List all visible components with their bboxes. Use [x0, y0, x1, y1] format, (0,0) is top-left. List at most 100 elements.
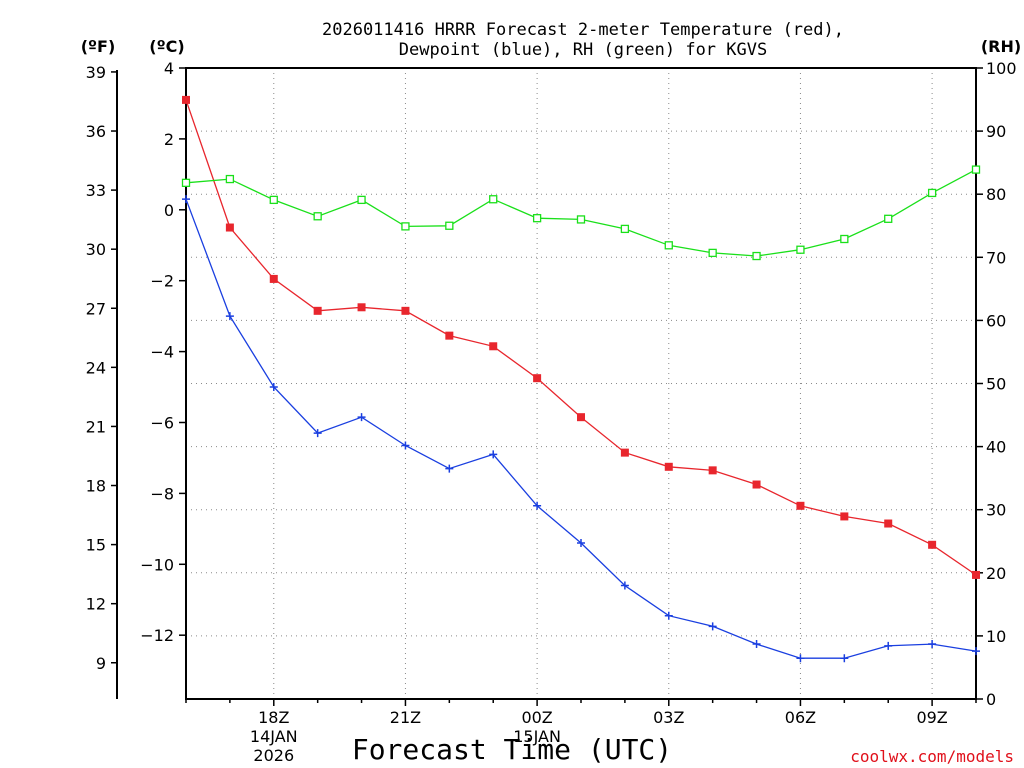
- rh-point: [927, 188, 937, 198]
- fahrenheit-tick-label: 15: [86, 536, 106, 555]
- x-tick-label: 00Z: [521, 708, 552, 727]
- 2-meter-temperature-point: [752, 480, 761, 489]
- dewpoint-point: [225, 312, 234, 321]
- dewpoint-point: [401, 441, 410, 450]
- dewpoint-point: [928, 640, 937, 649]
- 2-meter-temperature-point: [664, 462, 673, 471]
- fahrenheit-tick-label: 21: [86, 417, 106, 436]
- celsius-unit-label: (ºC): [149, 37, 184, 56]
- rh-tick-label: 10: [986, 627, 1006, 646]
- 2-meter-temperature-point: [928, 540, 937, 549]
- rh-tick-label: 40: [986, 438, 1006, 457]
- rh-point: [269, 195, 278, 205]
- 2-meter-temperature-point: [182, 95, 190, 104]
- fahrenheit-tick-label: 33: [86, 181, 106, 200]
- grid-layer: [186, 68, 976, 699]
- rh-tick-label: 20: [986, 564, 1006, 583]
- 2-meter-temperature-point: [708, 466, 717, 475]
- rh-point: [225, 174, 235, 184]
- dewpoint-point: [533, 501, 542, 510]
- fahrenheit-tick-label: 27: [86, 299, 106, 318]
- fahrenheit-tick-label: 36: [86, 122, 106, 141]
- 2-meter-temperature-line: [185, 99, 977, 576]
- celsius-tick-label: −6: [150, 413, 174, 432]
- rh-point: [576, 215, 586, 224]
- x-tick-label: 06Z: [785, 708, 816, 727]
- dewpoint-point: [445, 464, 454, 473]
- rh-tick-label: 80: [986, 185, 1006, 204]
- x-tick-date: 14JAN: [250, 727, 298, 746]
- dewpoint-point: [269, 383, 278, 392]
- rh-point: [532, 214, 542, 223]
- rh-point: [708, 248, 717, 258]
- rh-point: [401, 222, 410, 231]
- dewpoint-point: [620, 581, 629, 590]
- 2-meter-temperature-point: [445, 331, 454, 340]
- rh-point: [884, 214, 893, 223]
- x-tick-label: 03Z: [653, 708, 684, 727]
- 2-meter-temperature-point: [489, 342, 498, 351]
- fahrenheit-tick-label: 12: [86, 595, 106, 614]
- dewpoint-point: [972, 647, 980, 656]
- rh-tick-label: 100: [986, 59, 1017, 78]
- celsius-tick-label: −8: [150, 484, 174, 503]
- 2-meter-temperature-point: [840, 512, 849, 521]
- rh-point: [620, 224, 630, 234]
- rh-point: [181, 178, 191, 187]
- dewpoint-point: [708, 622, 717, 631]
- rh-tick-label: 50: [986, 375, 1006, 394]
- 2-meter-temperature-point: [357, 303, 366, 312]
- x-tick-year: 2026: [253, 746, 294, 765]
- x-tick-label: 09Z: [916, 708, 947, 727]
- dewpoint-point: [182, 195, 190, 204]
- rh-tick-label: 70: [986, 248, 1006, 267]
- dewpoint-point: [664, 611, 673, 620]
- dewpoint-line: [185, 198, 977, 659]
- series-layer: [181, 95, 981, 663]
- fahrenheit-unit-label: (ºF): [81, 37, 116, 56]
- rh-point: [445, 221, 454, 230]
- celsius-tick-label: −10: [140, 555, 174, 574]
- rh-line: [185, 169, 977, 257]
- celsius-tick-label: −12: [140, 626, 174, 645]
- 2-meter-temperature-point: [577, 413, 585, 422]
- rh-tick-label: 60: [986, 311, 1006, 330]
- fahrenheit-tick-label: 9: [96, 654, 106, 673]
- rh-tick-label: 90: [986, 122, 1006, 141]
- rh-tick-label: 0: [986, 690, 996, 709]
- celsius-tick-label: −4: [150, 343, 174, 362]
- x-axis-label: Forecast Time (UTC): [352, 733, 672, 766]
- fahrenheit-tick-label: 24: [86, 358, 106, 377]
- rh-tick-label: 30: [986, 501, 1006, 520]
- dewpoint-point: [313, 429, 322, 438]
- tick-layer: 420−2−4−6−8−10−1239363330272421181512910…: [86, 59, 1017, 765]
- dewpoint-point: [357, 413, 366, 422]
- rh-point: [357, 195, 366, 205]
- 2-meter-temperature-point: [533, 374, 542, 383]
- rh-unit-label: (RH): [981, 37, 1021, 56]
- x-tick-date: 15JAN: [513, 727, 561, 746]
- dewpoint-point: [577, 539, 585, 548]
- 2-meter-temperature-point: [884, 519, 893, 528]
- credit-text[interactable]: coolwx.com/models: [850, 747, 1014, 766]
- x-tick-label: 18Z: [258, 708, 289, 727]
- fahrenheit-tick-label: 18: [86, 477, 106, 496]
- dewpoint-point: [796, 654, 805, 663]
- dewpoint-point: [489, 450, 498, 459]
- rh-point: [313, 212, 322, 221]
- dewpoint-point: [884, 641, 893, 650]
- rh-point: [752, 251, 761, 261]
- rh-point: [664, 241, 673, 250]
- chart-title-line1: 2026011416 HRRR Forecast 2-meter Tempera…: [322, 20, 844, 40]
- chart-title-line2: Dewpoint (blue), RH (green) for KGVS: [399, 40, 767, 60]
- celsius-tick-label: 2: [164, 130, 174, 149]
- 2-meter-temperature-point: [313, 306, 322, 315]
- rh-point: [840, 234, 849, 244]
- fahrenheit-tick-label: 30: [86, 240, 106, 259]
- rh-point: [796, 245, 805, 254]
- fahrenheit-tick-label: 39: [86, 63, 106, 82]
- 2-meter-temperature-point: [972, 570, 980, 579]
- dewpoint-point: [752, 640, 761, 649]
- dewpoint-point: [840, 654, 849, 663]
